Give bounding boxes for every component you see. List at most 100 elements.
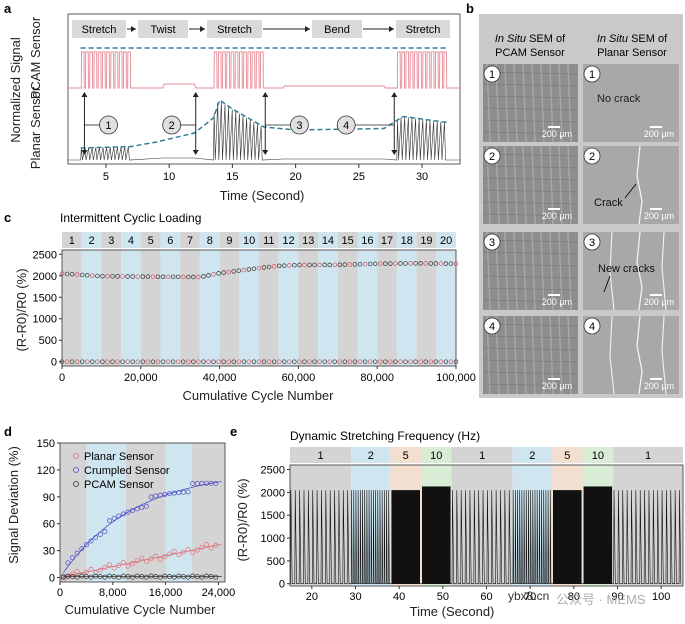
x-tick-label: 10 <box>163 171 175 183</box>
baseline-point <box>251 359 257 364</box>
segment-band <box>416 250 437 366</box>
frequency-label: 1 <box>645 450 651 462</box>
data-point <box>398 261 403 266</box>
legend-label: Planar Sensor <box>84 451 154 463</box>
segment-header <box>377 232 397 248</box>
segment-band <box>396 250 417 366</box>
y-tick-label: 2500 <box>261 465 285 477</box>
x-tick-label: 90 <box>611 591 623 603</box>
data-point <box>120 511 126 517</box>
panel-a-xlabel: Time (Second) <box>220 188 305 203</box>
stage-label: Stretch <box>406 24 441 36</box>
baseline-point <box>393 359 398 364</box>
baseline-point <box>256 359 262 364</box>
baseline-point <box>433 359 439 364</box>
baseline-point <box>69 359 75 364</box>
panel-letter-d: d <box>4 424 12 439</box>
segment-header <box>239 232 259 248</box>
data-point <box>231 269 236 274</box>
data-point <box>153 553 159 559</box>
panel-b-col2-title: In Situ SEM of <box>597 33 668 45</box>
segment-header <box>416 232 437 248</box>
data-point <box>88 538 94 544</box>
data-point <box>438 261 444 266</box>
data-point <box>144 503 149 509</box>
y-tick-label: 1000 <box>33 314 57 326</box>
cell-index-circle <box>583 65 601 83</box>
segment-header <box>357 232 378 248</box>
baseline-point <box>191 359 196 364</box>
cell-index-circle <box>583 317 601 335</box>
segment-header <box>160 232 181 248</box>
data-point <box>165 274 171 280</box>
panel-d-plot: Planar Sensor Crumpled Sensor PCAM Sensor 0… <box>37 438 236 599</box>
baseline-point <box>453 359 459 364</box>
pcam-texture <box>522 315 527 395</box>
data-point <box>199 574 205 580</box>
data-point <box>261 265 267 270</box>
cell-index: 1 <box>589 69 595 81</box>
data-point <box>383 261 388 266</box>
pcam-texture <box>504 63 509 143</box>
cell-index: 4 <box>489 321 495 333</box>
data-point <box>88 574 94 580</box>
data-point <box>393 261 398 266</box>
x-tick-label: 60 <box>480 591 492 603</box>
pcam-texture <box>549 231 554 311</box>
pcam-texture <box>482 371 579 375</box>
pcam-texture <box>513 63 518 143</box>
baseline-point <box>403 359 408 364</box>
pcam-texture <box>558 231 563 311</box>
segment-header <box>278 232 299 248</box>
data-point <box>204 542 209 548</box>
pcam-texture <box>482 287 579 291</box>
data-point <box>111 565 117 571</box>
baseline-point <box>297 359 302 364</box>
frequency-header <box>512 447 552 463</box>
note-arrow <box>624 183 637 199</box>
data-point <box>85 273 90 278</box>
pcam-texture <box>513 231 518 311</box>
baseline-point <box>332 359 338 364</box>
frequency-header <box>451 447 513 463</box>
data-point <box>102 529 108 534</box>
panel-a-x-ticks: 5 10 15 20 25 30 <box>103 164 428 183</box>
frequency-header <box>552 447 583 463</box>
baseline-point <box>216 359 221 364</box>
baseline-point <box>74 359 80 364</box>
pcam-texture <box>482 201 579 205</box>
baseline-point <box>175 359 181 364</box>
panel-letter-c: c <box>4 210 11 225</box>
marker-arrow-up <box>262 92 269 97</box>
scale-label: 200 μm <box>542 381 572 391</box>
data-point <box>115 274 120 279</box>
frequency-header <box>390 447 421 463</box>
data-point <box>208 574 214 580</box>
pcam-texture <box>549 315 554 395</box>
baseline-point <box>372 359 378 364</box>
baseline-point <box>85 359 90 364</box>
y-tick-label: 30 <box>43 546 55 558</box>
frequency-header <box>582 447 614 463</box>
cell-index-circle <box>583 147 601 165</box>
segment-band <box>219 250 240 366</box>
cell-index: 3 <box>489 237 495 249</box>
cell-index-circle <box>483 233 501 251</box>
dense-signal <box>583 486 613 584</box>
data-point <box>125 509 131 515</box>
data-point <box>93 570 99 576</box>
baseline-point <box>413 359 418 364</box>
pcam-texture <box>558 145 563 225</box>
data-point <box>216 271 221 276</box>
data-point <box>332 262 338 268</box>
data-point <box>180 274 186 280</box>
baseline-point <box>170 359 176 364</box>
data-point <box>327 262 332 268</box>
marker-arrow-up <box>192 92 199 97</box>
frequency-label: 10 <box>592 450 604 462</box>
data-point <box>453 261 459 266</box>
legend-marker <box>73 481 79 487</box>
data-point <box>97 567 103 573</box>
frequency-label: 2 <box>368 450 374 462</box>
x-tick-label: 50 <box>437 591 449 603</box>
